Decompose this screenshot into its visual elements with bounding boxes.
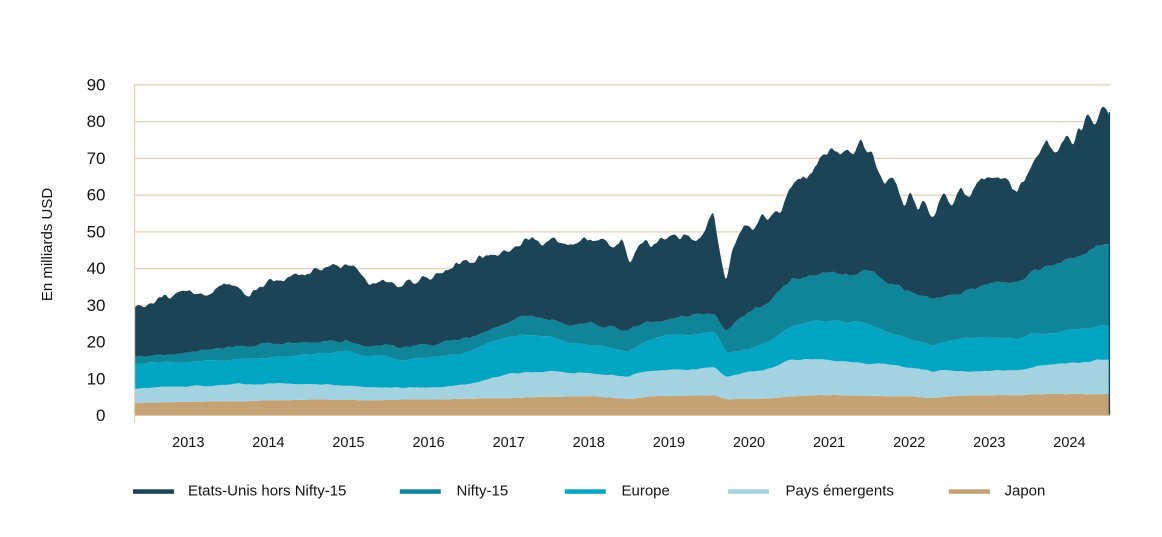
svg-text:Etats-Unis hors Nifty-15: Etats-Unis hors Nifty-15 [188, 482, 346, 499]
svg-text:2021: 2021 [813, 435, 845, 451]
svg-text:Pays émergents: Pays émergents [786, 482, 894, 499]
svg-text:70: 70 [87, 149, 106, 168]
svg-text:Nifty-15: Nifty-15 [457, 482, 509, 499]
svg-text:2017: 2017 [493, 435, 525, 451]
svg-text:30: 30 [87, 296, 106, 315]
svg-text:50: 50 [87, 222, 106, 241]
svg-text:40: 40 [87, 259, 106, 278]
svg-text:90: 90 [87, 75, 106, 94]
svg-text:2020: 2020 [733, 435, 765, 451]
svg-text:20: 20 [87, 333, 106, 352]
svg-text:2023: 2023 [973, 435, 1005, 451]
svg-text:80: 80 [87, 112, 106, 131]
svg-text:2019: 2019 [653, 435, 685, 451]
svg-text:En milliards USD: En milliards USD [39, 188, 56, 302]
svg-text:Europe: Europe [622, 482, 670, 499]
svg-text:0: 0 [96, 406, 105, 425]
svg-text:2024: 2024 [1053, 435, 1085, 451]
svg-text:Japon: Japon [1005, 482, 1046, 499]
svg-text:2015: 2015 [332, 435, 364, 451]
svg-text:60: 60 [87, 186, 106, 205]
svg-text:10: 10 [87, 369, 106, 388]
svg-text:2016: 2016 [412, 435, 444, 451]
svg-text:2013: 2013 [172, 435, 204, 451]
svg-text:2018: 2018 [573, 435, 605, 451]
svg-text:2022: 2022 [893, 435, 925, 451]
svg-text:2014: 2014 [252, 435, 284, 451]
